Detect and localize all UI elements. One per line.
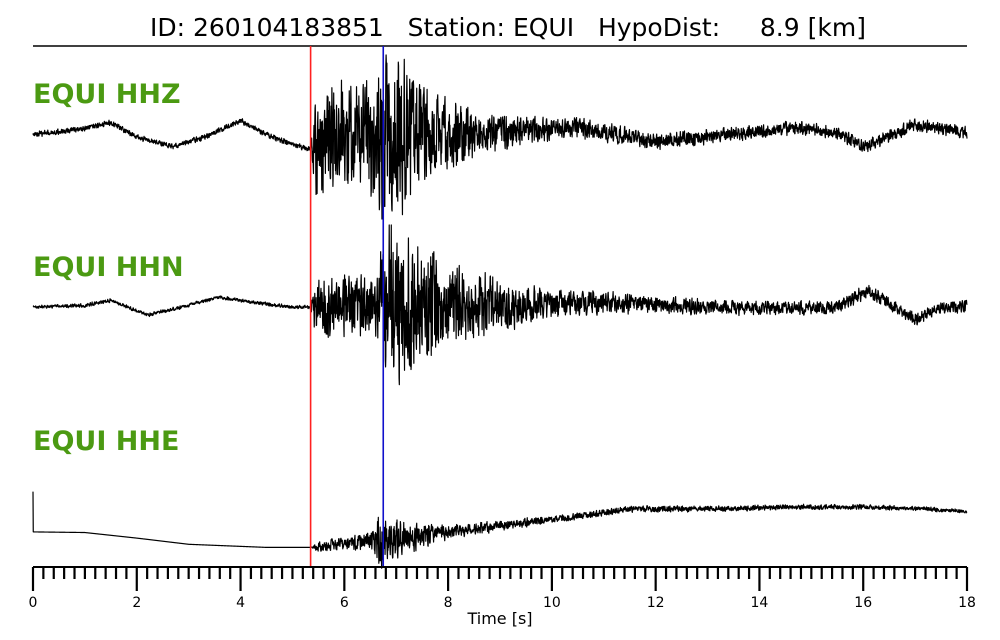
tick-label: 14 <box>751 595 769 611</box>
title-id-label: ID: <box>150 13 185 42</box>
trace-hhz <box>32 54 968 220</box>
tick-label: 16 <box>854 595 872 611</box>
title-hypodist-value: 8.9 <box>760 13 800 42</box>
tick-label: 8 <box>444 595 453 611</box>
channel-label-hhn: EQUI HHN <box>33 252 184 283</box>
tick-label: 18 <box>958 595 976 611</box>
title-station-value: EQUI <box>513 13 574 42</box>
picks-group <box>309 46 385 567</box>
trace-hhn <box>32 224 968 386</box>
title-station-label: Station: <box>408 13 505 42</box>
tick-label: 4 <box>236 595 245 611</box>
title-hypodist-label: HypoDist: <box>598 13 720 42</box>
traces-group <box>32 54 968 569</box>
channel-label-hhz: EQUI HHZ <box>33 79 181 110</box>
tick-label: 0 <box>29 595 38 611</box>
tick-label: 2 <box>132 595 141 611</box>
figure-title: ID: 260104183851 Station: EQUI HypoDist:… <box>94 13 905 42</box>
tick-label: 10 <box>543 595 561 611</box>
time-axis-ticks: 0 2 4 6 8 10 12 14 16 18 <box>29 567 976 611</box>
time-axis-label: Time [s] <box>466 609 532 628</box>
tick-label: 6 <box>340 595 349 611</box>
tick-label: 12 <box>647 595 665 611</box>
channel-label-hhe: EQUI HHE <box>33 426 179 457</box>
title-id-value: 260104183851 <box>193 13 384 42</box>
trace-hhe <box>32 491 968 569</box>
title-hypodist-unit: [km] <box>808 13 866 42</box>
